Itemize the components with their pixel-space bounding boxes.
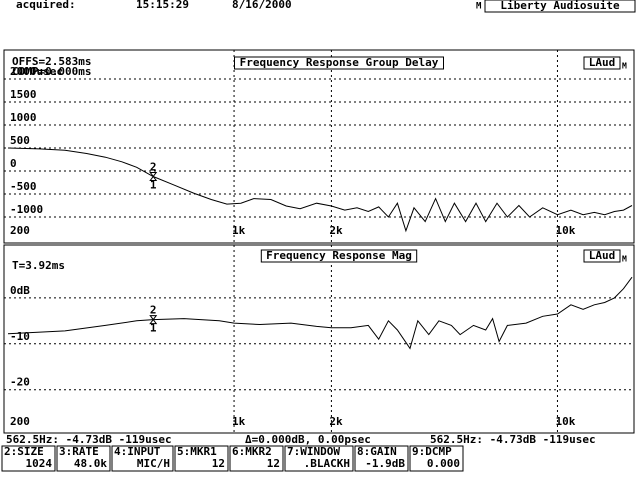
y-tick-label: -500 [10, 180, 37, 193]
x-tick-label: 1k [232, 224, 246, 237]
button-label[interactable]: 3:RATE [59, 445, 99, 458]
title-box [234, 56, 444, 70]
menu-button[interactable] [354, 445, 409, 472]
y-tick-label: 1500 [10, 88, 37, 101]
chart-title: Frequency Response Group Delay [240, 56, 439, 69]
title-box [260, 249, 418, 263]
button-value[interactable]: -1.9dB [365, 457, 405, 470]
x-tick-label: 10k [555, 224, 575, 237]
data-line [7, 276, 633, 350]
button-label[interactable]: 6:MKR2 [232, 445, 272, 458]
header-label: acquired: [16, 0, 76, 11]
y-tick-label: 2000usec [10, 65, 63, 78]
button-value[interactable]: 12 [212, 457, 225, 470]
x-tick-label: 200 [10, 224, 30, 237]
button-value[interactable]: 12 [267, 457, 280, 470]
button-value[interactable]: 0.000 [427, 457, 460, 470]
marker-label: 1 [150, 178, 157, 191]
marker-label: 2 [150, 160, 157, 173]
button-value[interactable]: 48.0k [74, 457, 107, 470]
button-label[interactable]: 2:SIZE [4, 445, 44, 458]
header-date: 8/16/2000 [232, 0, 292, 11]
button-label[interactable]: 7:WINDOW [287, 445, 340, 458]
x-tick-label: 200 [10, 415, 30, 428]
status-right: 562.5Hz: -4.73dB -119usec [430, 433, 596, 446]
x-tick-label: 2k [329, 224, 343, 237]
menu-button[interactable] [284, 445, 354, 472]
legend-channel: M [622, 62, 627, 71]
header-mode: M [476, 2, 482, 12]
legend-box [583, 249, 621, 263]
chart-frame [3, 49, 635, 244]
menu-button[interactable] [56, 445, 111, 472]
y-tick-label: 1000 [10, 111, 37, 124]
button-value[interactable]: .BLACKH [304, 457, 350, 470]
y-tick-label: 500 [10, 134, 30, 147]
button-value[interactable]: 1024 [26, 457, 53, 470]
menu-button[interactable] [111, 445, 174, 472]
x-tick-label: 1k [232, 415, 246, 428]
legend-entry: LAud [589, 56, 616, 69]
x-tick-label: 10k [555, 415, 575, 428]
button-label[interactable]: 8:GAIN [357, 445, 397, 458]
chart-title: Frequency Response Mag [266, 249, 412, 262]
marker-symbol [149, 315, 158, 325]
y-tick-label: -1000 [10, 203, 43, 216]
x-tick-label: 2k [329, 415, 343, 428]
marker-label: 2 [150, 304, 157, 317]
menu-button[interactable] [174, 445, 229, 472]
app-box [484, 0, 636, 13]
data-line [7, 147, 633, 233]
app-name: Liberty Audiosuite [500, 0, 620, 12]
y-tick-label: -20 [10, 376, 30, 389]
menu-button[interactable] [229, 445, 284, 472]
legend-channel: M [622, 255, 627, 264]
y-tick-label: -10 [10, 330, 30, 343]
header-time: 15:15:29 [136, 0, 189, 11]
annotation: COMP=0.000ms [12, 65, 91, 78]
button-label[interactable]: 9:DCMP [412, 445, 452, 458]
annotation: OFFS=2.583ms [12, 55, 91, 68]
marker-label: 1 [150, 322, 157, 335]
button-label[interactable]: 4:INPUT [114, 445, 161, 458]
chart-frame [3, 244, 635, 434]
status-left: 562.5Hz: -4.73dB -119usec [6, 433, 172, 446]
button-label[interactable]: 5:MKR1 [177, 445, 217, 458]
status-delta: Δ=0.000dB, 0.00psec [245, 433, 371, 446]
marker-symbol [149, 171, 158, 181]
legend-entry: LAud [589, 249, 616, 262]
legend-box [583, 56, 621, 70]
menu-button[interactable] [409, 445, 464, 472]
button-value[interactable]: MIC/H [137, 457, 170, 470]
menu-button[interactable] [1, 445, 56, 472]
y-tick-label: 0 [10, 157, 17, 170]
annotation: T=3.92ms [12, 259, 65, 272]
y-tick-label: 0dB [10, 284, 30, 297]
